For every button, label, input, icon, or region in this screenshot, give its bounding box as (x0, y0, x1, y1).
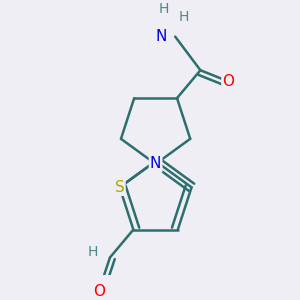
Text: O: O (93, 284, 105, 298)
Text: H: H (88, 245, 98, 259)
Text: S: S (115, 180, 124, 195)
Text: N: N (155, 29, 167, 44)
Text: H: H (159, 2, 169, 16)
Text: N: N (150, 157, 161, 172)
Text: O: O (222, 74, 234, 89)
Text: H: H (178, 10, 189, 24)
